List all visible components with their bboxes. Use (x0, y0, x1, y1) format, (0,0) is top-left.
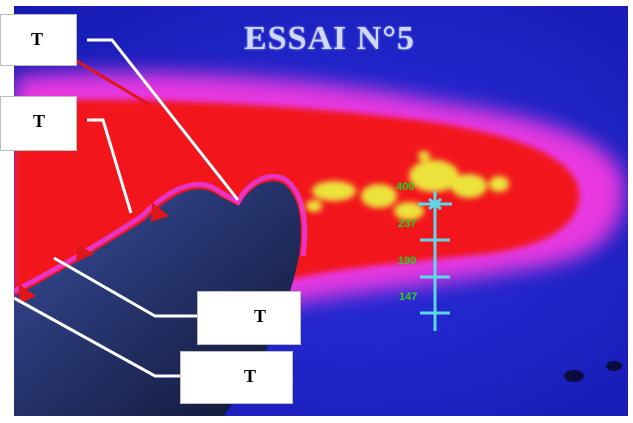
label-box-t: T (0, 14, 77, 66)
dark-speck (564, 370, 584, 382)
label-box-t: T (0, 96, 77, 151)
scale-tick-label: 400 (396, 181, 415, 193)
label-t: T (244, 366, 257, 386)
label-t: T (31, 29, 44, 49)
scale-tick-label: 190 (398, 255, 417, 267)
thermal-render (14, 6, 628, 416)
label-t: T (254, 306, 267, 326)
label-box-t: T (180, 351, 293, 404)
scale-tick-label: 147 (399, 291, 418, 303)
dark-speck (606, 361, 622, 371)
label-box-t: T (197, 291, 301, 345)
image-title: ESSAI N°5 (244, 20, 415, 57)
hot-core (306, 151, 509, 220)
scale-tick-label: 237 (398, 218, 417, 230)
label-t: T (33, 111, 46, 131)
temperature-scale (418, 191, 452, 331)
thermal-photo: ESSAI N°5 400 237 190 147 (14, 6, 628, 416)
